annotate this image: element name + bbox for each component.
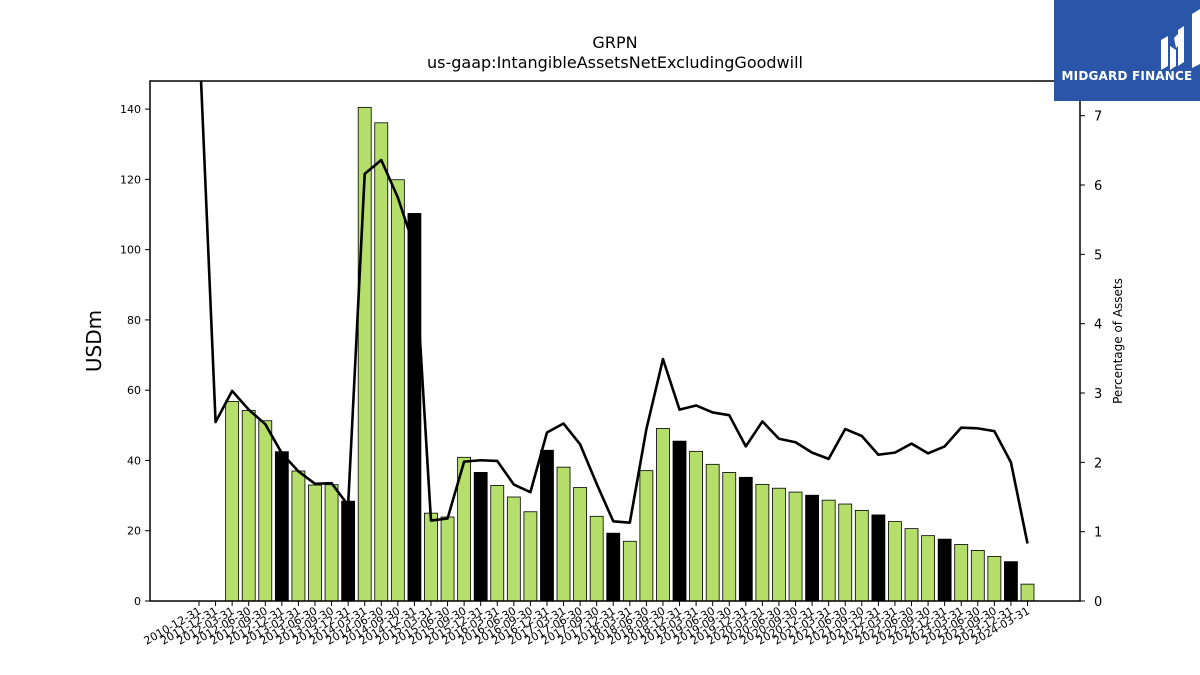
chart-title: GRPN [592, 33, 637, 52]
axes: 020406080100120140012345672010-12-312011… [120, 80, 1102, 648]
percent-line [199, 81, 1029, 544]
bar [656, 428, 670, 602]
bar [738, 476, 753, 602]
bar [689, 450, 703, 602]
y2-tick-label: 2 [1094, 456, 1102, 471]
y2-tick-label: 1 [1094, 526, 1102, 541]
y2-tick-label: 3 [1094, 387, 1102, 402]
chart-subtitle: us-gaap:IntangibleAssetsNetExcludingGood… [427, 53, 803, 72]
bar [490, 485, 505, 602]
bar [871, 514, 886, 602]
bar [755, 483, 770, 602]
bar [241, 410, 256, 602]
bar [473, 472, 488, 602]
y-tick-label: 40 [127, 454, 141, 467]
bar [407, 213, 422, 602]
y-axis-label: USDm [82, 310, 106, 372]
y2-tick-label: 5 [1094, 248, 1102, 263]
bar [954, 544, 969, 602]
bar [970, 550, 985, 602]
bar [424, 512, 438, 602]
bar [805, 494, 819, 602]
y-tick-label: 20 [127, 525, 141, 538]
bar-series [225, 106, 1035, 602]
bar [987, 555, 1002, 602]
bar [341, 500, 356, 602]
bar [1020, 583, 1035, 602]
bar [540, 449, 554, 602]
bar [291, 470, 306, 602]
plot-frame [149, 80, 1081, 602]
bar [937, 538, 952, 602]
bar [705, 463, 720, 602]
logo-text: MIDGARD FINANCE [1061, 69, 1193, 83]
chart-title-group: GRPN us-gaap:IntangibleAssetsNetExcludin… [427, 33, 803, 72]
y2-tick-label: 0 [1094, 595, 1102, 610]
bar [573, 487, 588, 602]
bar [672, 440, 687, 602]
bar [722, 472, 737, 602]
bar [838, 503, 853, 602]
percent-line-series [199, 81, 1029, 544]
bar [258, 420, 273, 602]
y-tick-label: 80 [127, 314, 141, 327]
bar [374, 122, 389, 602]
bar [308, 484, 322, 602]
bar [1004, 561, 1018, 602]
bar [324, 484, 339, 602]
bar [589, 515, 604, 602]
bar [274, 451, 289, 602]
bar [854, 509, 869, 602]
y-tick-label: 0 [134, 595, 141, 608]
y2-tick-label: 4 [1094, 318, 1102, 333]
bar [606, 532, 621, 602]
bar [921, 535, 935, 602]
logo-mark-icon [1161, 9, 1200, 70]
y-tick-label: 120 [120, 173, 141, 186]
bar [390, 179, 405, 602]
y2-tick-label: 6 [1094, 179, 1102, 194]
y-tick-label: 100 [120, 244, 141, 257]
bar [225, 401, 240, 602]
bar [788, 491, 803, 602]
y2-tick-label: 7 [1094, 110, 1102, 125]
bar [904, 528, 919, 602]
bar [506, 496, 521, 602]
bar [622, 540, 637, 602]
y-tick-label: 60 [127, 384, 141, 397]
bar [556, 466, 571, 602]
y-tick-label: 140 [120, 103, 141, 116]
brand-logo: MIDGARD FINANCE [1054, 0, 1200, 101]
bar [440, 516, 455, 602]
bar [821, 499, 836, 602]
bar [639, 470, 654, 602]
bar [772, 487, 786, 602]
bar [888, 521, 902, 602]
y2-axis-label: Percentage of Assets [1111, 278, 1125, 404]
bar [523, 511, 538, 602]
